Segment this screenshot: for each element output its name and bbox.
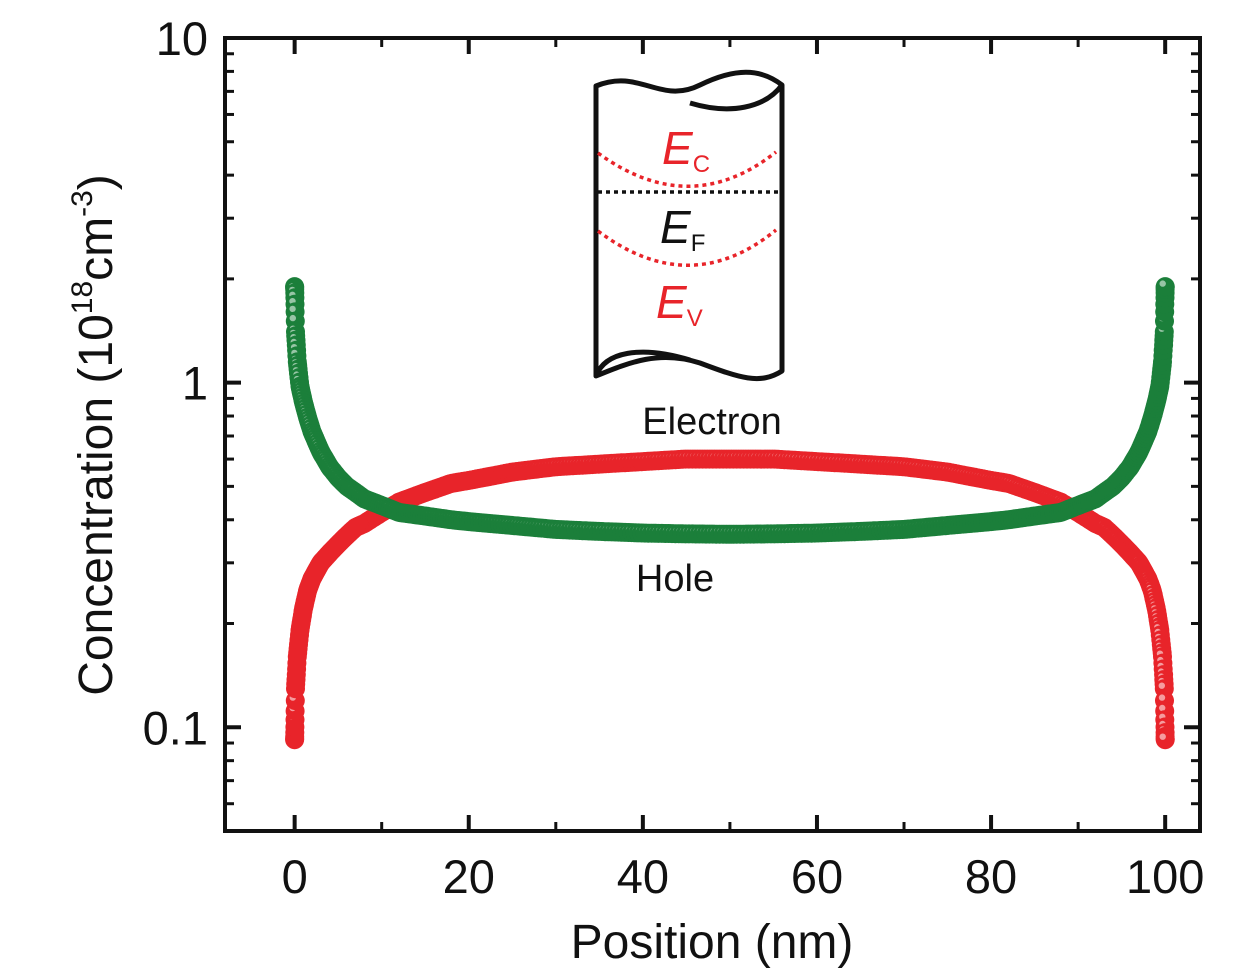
series-marker [1155,730,1175,750]
y-tick-label: 10 [156,12,208,65]
y-tick-label: 0.1 [143,701,208,754]
marker-highlight [289,305,296,313]
inset-back-edge [689,83,785,112]
ev-label-sub: V [687,305,703,332]
y-axis-title-prefix: Concentration (10 [70,314,123,696]
inset-outline [593,69,785,382]
hole-label: Hole [636,558,714,600]
conduction-band-line [596,150,778,188]
axis-ticks [225,36,1200,831]
x-axis-title: Position (nm) [571,916,854,969]
band-diagram-inset: EC EF EV [593,69,785,382]
ef-label-sub: F [691,230,706,257]
x-tick-label: 0 [282,850,308,903]
y-axis-title-suffix: ) [70,174,123,190]
series-layer [285,277,1175,750]
ec-label: EC [662,122,710,178]
marker-highlight [1159,280,1166,287]
ef-label-main: E [660,201,692,253]
x-tick-label: 40 [617,850,669,903]
x-tick-label: 80 [965,850,1017,903]
y-axis-title-exp2: -3 [66,190,99,217]
series-hole [285,277,1175,544]
marker-highlight [1159,704,1166,712]
y-axis-title-exp1: 18 [66,281,99,314]
x-tick-label: 60 [791,850,843,903]
electron-label: Electron [642,401,781,443]
plot-area [223,36,1202,833]
ec-label-main: E [662,122,694,174]
valence-band-line [596,228,778,267]
y-axis-title: Concentration (1018cm-3) [66,174,123,696]
ec-label-sub: C [693,151,710,178]
marker-highlight [1158,682,1166,689]
series-electron [285,449,1175,750]
y-tick-label: 1 [182,357,208,410]
ef-label: EF [660,201,705,257]
x-tick-labels: 0 20 40 60 80 100 [282,850,1205,903]
marker-highlight [1159,733,1166,740]
ev-label: EV [656,276,703,332]
series-marker [1155,277,1175,297]
ev-label-main: E [656,276,688,328]
x-tick-label: 100 [1126,850,1204,903]
x-tick-label: 20 [443,850,495,903]
marker-highlight [1158,694,1166,701]
y-axis-title-mid: cm [70,217,123,281]
marker-highlight [289,314,296,322]
inset-bottom-edge [593,349,691,378]
plot-frame [223,36,1202,833]
y-tick-labels: 0.1 1 10 [143,12,208,754]
